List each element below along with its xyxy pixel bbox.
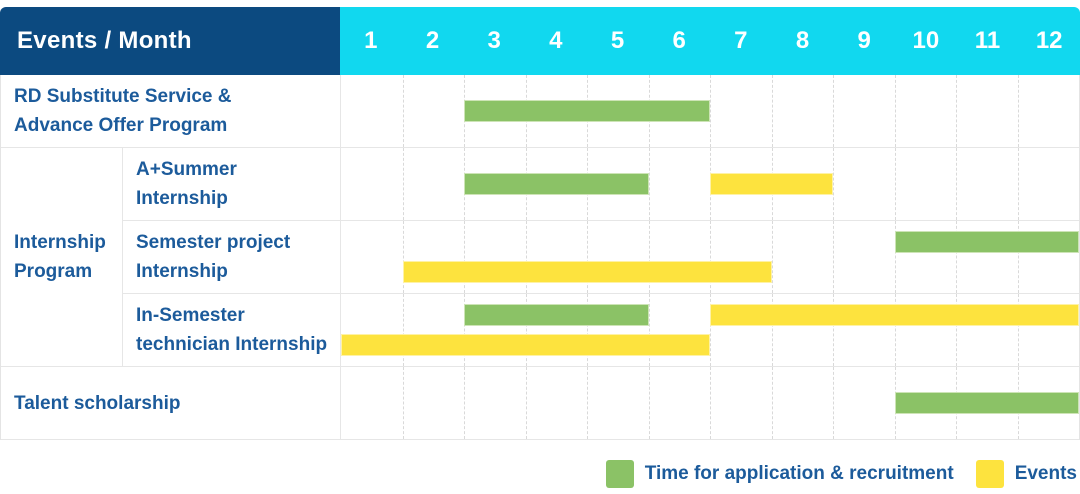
month-grid-row (341, 148, 1079, 221)
row-label: Semester project Internship (123, 221, 341, 294)
month-gridline (710, 221, 711, 293)
group-label-internship-program: Internship Program (1, 148, 123, 367)
month-gridline (1017, 148, 1019, 220)
month-grid-row (341, 294, 1079, 367)
gantt-bar-event (341, 334, 710, 356)
month-gridline (833, 221, 834, 293)
gantt-bar-event (402, 261, 772, 283)
legend-label-events: Events (1014, 463, 1077, 484)
month-gridline (710, 367, 711, 439)
gantt-bar-application (464, 100, 710, 122)
month-gridline (894, 148, 896, 220)
month-gridline (833, 75, 834, 147)
months-header: 1 2 3 4 5 6 7 8 9 10 11 12 (340, 7, 1080, 75)
month-gridline (894, 294, 896, 366)
month-header-7: 7 (734, 27, 748, 54)
month-gridline (771, 75, 773, 147)
legend-swatch-application-green (605, 460, 634, 488)
month-header-4: 4 (549, 27, 563, 54)
gantt-bar-application (464, 304, 649, 326)
gantt-bar-application (464, 173, 649, 195)
month-gridline (833, 367, 834, 439)
gantt-body: RD Substitute Service & Advance Offer Pr… (0, 75, 1080, 440)
month-gridline (833, 148, 834, 220)
corner-header: Events / Month (0, 7, 340, 75)
row-label: In-Semester technician Internship (123, 294, 341, 367)
gantt-bar-application (894, 231, 1079, 253)
gantt-bar-application (894, 392, 1079, 414)
month-gridline (771, 367, 773, 439)
legend-label-application: Time for application & recruitment (644, 463, 954, 484)
month-gridline (710, 294, 711, 366)
month-gridline (402, 294, 404, 366)
month-grid-row (341, 367, 1079, 440)
gantt-table: Events / Month 1 2 3 4 5 6 7 8 9 10 11 12 RD Substi… (0, 7, 1080, 440)
month-grid-row (341, 75, 1079, 148)
month-gridline (956, 221, 957, 293)
month-header-12: 12 (1035, 27, 1063, 54)
month-header-2: 2 (425, 27, 440, 54)
month-gridline (833, 294, 834, 366)
month-gridline (402, 367, 404, 439)
month-gridline (464, 367, 465, 439)
gantt-bar-event (710, 304, 1079, 326)
month-gridline (956, 294, 957, 366)
month-gridline (710, 75, 711, 147)
month-gridline (1017, 221, 1019, 293)
month-header-5: 5 (610, 27, 625, 54)
month-gridline (648, 294, 650, 366)
month-gridline (894, 75, 896, 147)
month-gridline (525, 367, 527, 439)
gantt-bar-event (710, 173, 833, 195)
month-gridline (771, 221, 773, 293)
month-gridline (525, 221, 527, 293)
month-header-8: 8 (795, 27, 810, 54)
month-gridline (648, 148, 650, 220)
month-gridline (956, 148, 957, 220)
month-gridline (402, 148, 404, 220)
legend: Time for application & recruitment Event… (605, 459, 1077, 489)
table-header-row: Events / Month 1 2 3 4 5 6 7 8 9 10 11 12 (0, 7, 1080, 75)
month-header-10: 10 (912, 27, 940, 54)
month-grid-row (341, 221, 1079, 294)
month-gridline (1017, 294, 1019, 366)
month-gridline (464, 221, 465, 293)
month-gridline (587, 294, 588, 366)
row-label: RD Substitute Service & Advance Offer Pr… (1, 75, 341, 148)
row-label: Talent scholarship (1, 367, 341, 440)
month-gridline (648, 221, 650, 293)
month-header-9: 9 (857, 27, 871, 54)
month-gridline (894, 221, 896, 293)
month-gridline (648, 367, 650, 439)
month-gridline (402, 221, 404, 293)
legend-swatch-events-yellow (975, 460, 1004, 488)
month-gridline (771, 294, 773, 366)
month-header-3: 3 (487, 27, 501, 54)
month-header-6: 6 (672, 27, 686, 54)
month-gridline (1017, 75, 1019, 147)
row-label: A+Summer Internship (123, 148, 341, 221)
month-gridline (587, 221, 588, 293)
month-gridline (402, 75, 404, 147)
month-header-11: 11 (974, 27, 1001, 54)
month-gridline (956, 75, 957, 147)
month-header-1: 1 (364, 27, 378, 54)
month-gridline (587, 367, 588, 439)
month-gridline (464, 294, 465, 366)
month-gridline (525, 294, 527, 366)
